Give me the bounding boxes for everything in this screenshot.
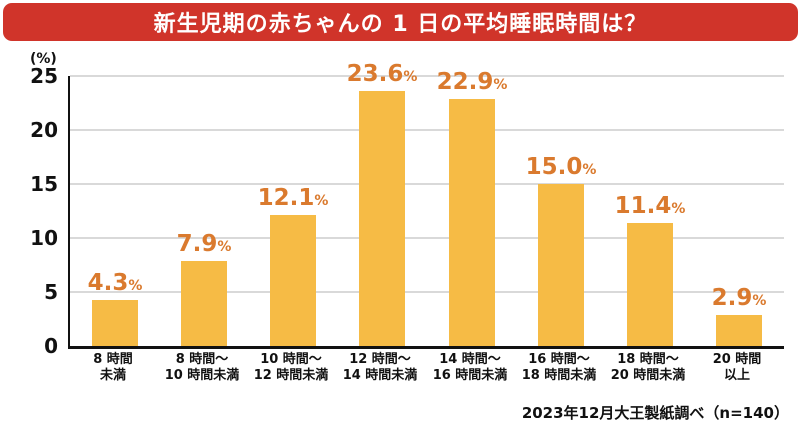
gridline [70,75,784,77]
value-percent-sign: % [128,278,143,294]
bar-18時間～20時間未満 [627,223,673,346]
x-axis-label-14時間～16時間未満: 14 時間～ 16 時間未満 [432,352,508,383]
value-percent-sign: % [582,162,597,178]
y-axis-unit-label: (%) [30,51,57,67]
bar-value-label: 4.3% [88,272,143,295]
x-axis-label-10時間～12時間未満: 10 時間～ 12 時間未満 [253,352,329,383]
value-number: 11.4 [614,193,672,219]
x-axis-label-12時間～14時間未満: 12 時間～ 14 時間未満 [342,352,418,383]
y-tick-label: 10 [30,226,58,250]
value-number: 2.9 [711,285,753,311]
value-percent-sign: % [493,77,508,93]
bar-20時間以上 [716,315,762,346]
bar-14時間～16時間未満 [449,99,495,346]
bar-8時間～10時間未満 [181,261,227,346]
bar-value-label: 11.4% [615,195,686,218]
bar-10時間～12時間未満 [270,215,316,346]
y-tick-label: 25 [30,64,58,88]
title-banner: 新生児期の赤ちゃんの 1 日の平均睡眠時間は？ [3,3,798,41]
x-axis-label-20時間以上: 20 時間 以上 [712,352,762,383]
page-title: 新生児期の赤ちゃんの 1 日の平均睡眠時間は？ [153,12,648,37]
bar-value-label: 15.0% [526,156,597,179]
value-percent-sign: % [752,293,767,309]
value-number: 15.0 [525,154,583,180]
y-tick-label: 5 [44,280,58,304]
bar-value-label: 7.9% [177,233,232,256]
x-axis-label-16時間～18時間未満: 16 時間～ 18 時間未満 [521,352,597,383]
plot-area: 4.3% 7.9% 12.1% 23.6% 22.9% 15.0% 11.4% 2.9% [68,63,784,349]
gridline [70,237,784,239]
gridline [70,291,784,293]
bar-value-label: 2.9% [712,287,767,310]
value-number: 12.1 [257,185,315,211]
value-number: 4.3 [87,270,129,296]
bar-8時間未満 [92,300,138,346]
value-percent-sign: % [217,239,232,255]
x-axis-label-8時間～10時間未満: 8 時間～ 10 時間未満 [164,352,240,383]
source-note: 2023年12月大王製紙調べ（n=140） [521,404,789,422]
y-tick-label: 15 [30,172,58,196]
gridline [70,183,784,185]
value-percent-sign: % [314,193,329,209]
value-percent-sign: % [671,201,686,217]
value-number: 7.9 [176,231,218,257]
x-axis-label-18時間～20時間未満: 18 時間～ 20 時間未満 [610,352,686,383]
bar-value-label: 12.1% [258,187,329,210]
gridline [70,129,784,131]
value-percent-sign: % [403,69,418,85]
bar-12時間～14時間未満 [359,91,405,346]
value-number: 23.6 [346,61,404,87]
bar-value-label: 22.9% [437,71,508,94]
y-tick-label: 20 [30,118,58,142]
y-tick-label: 0 [44,334,58,358]
bar-value-label: 23.6% [347,63,418,86]
x-axis-label-8時間未満: 8 時間 未満 [93,352,133,383]
value-number: 22.9 [436,69,494,95]
bar-16時間～18時間未満 [538,184,584,346]
